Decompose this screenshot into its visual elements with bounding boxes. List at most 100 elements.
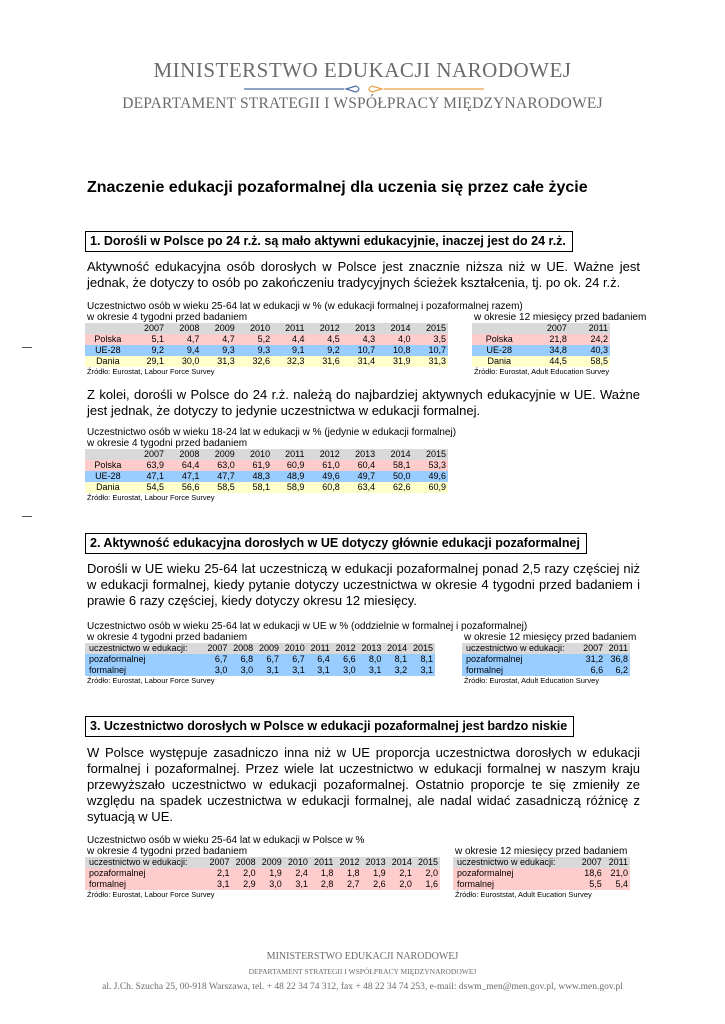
table-source: Źródło: Eurostat, Labour Force Survey: [87, 367, 215, 376]
table-cell: 1,9: [269, 868, 282, 878]
table-cell: 29,1: [146, 356, 164, 366]
table-header-cell: 2008: [179, 323, 200, 333]
table-cell: 8,1: [420, 654, 433, 664]
row-label: UE-28: [95, 345, 121, 355]
row-label: Polska: [94, 334, 122, 344]
table-cell: 31,6: [322, 356, 340, 366]
table-cell: 40,3: [590, 345, 608, 355]
table-header-row: 2007 2008 2009 2010 2011 2012 2013 2014 2015: [85, 449, 448, 460]
table-cell: 10,7: [357, 345, 376, 355]
table-header-cell: 2014: [387, 643, 408, 653]
table-cell: 6,6: [590, 665, 604, 675]
row-label: pozaformalnej: [457, 868, 514, 878]
table-cell: 2,6: [373, 879, 386, 889]
table-header-cell: 2015: [425, 323, 446, 333]
table-cell: 58,9: [286, 482, 305, 492]
row-label: pozaformalnej: [89, 868, 146, 878]
table-caption: Uczestnictwo osób w wieku 25-64 lat w ed…: [87, 301, 523, 312]
table-row: Dania 54,5 56,6 58,5 58,1 58,9 60,8 63,4 62,6 60,…: [85, 482, 448, 493]
table-header-cell: 2010: [287, 857, 308, 867]
table-cell: 6,4: [317, 654, 330, 664]
table-cell: 34,8: [549, 345, 567, 355]
table-cell: 8,1: [394, 654, 408, 664]
table-cell: 31,4: [357, 356, 376, 366]
table-header-cell: 2011: [588, 323, 608, 333]
table-row: UE-28 34,8 40,3: [472, 345, 610, 356]
table-header-cell: 2011: [310, 643, 330, 653]
table-cell: 1,9: [373, 868, 386, 878]
table-cell: 4,7: [222, 334, 235, 344]
table-cell: 58,5: [590, 356, 608, 366]
table-header-row: 2007 2011: [472, 323, 610, 334]
table-header-cell: 2011: [608, 857, 628, 867]
table-cell: 50,0: [393, 471, 411, 481]
table-header-cell: 2014: [391, 857, 412, 867]
table-cell: 60,9: [428, 482, 446, 492]
table-header-cell: 2007: [143, 449, 164, 459]
table-cell: 58,1: [393, 460, 411, 470]
table-source: Źródło: Eurostat, Adult Education Survey: [474, 367, 610, 376]
table-cell: 1,8: [320, 868, 334, 878]
table-cell: 31,3: [428, 356, 446, 366]
table-cell: 64,4: [181, 460, 200, 470]
table-row: Dania 29,1 30,0 31,3 32,6 32,3 31,6 31,4 31,9 31,…: [85, 356, 448, 367]
table-cell: 63,9: [146, 460, 164, 470]
table-row: Polska 63,9 64,4 63,0 61,9 60,9 61,0 60,4 58,1 53…: [85, 460, 448, 471]
table-header-cell: 2009: [258, 643, 279, 653]
table-cell: 6,7: [292, 654, 305, 664]
table-header-cell: 2011: [314, 857, 334, 867]
table-header-cell: 2015: [417, 857, 438, 867]
table-cell: 9,3: [222, 345, 235, 355]
section-1-heading: 1. Dorośli w Polsce po 24 r.ż. są mało a…: [85, 231, 573, 252]
row-label: Polska: [485, 334, 513, 344]
table-cell: 32,3: [286, 356, 305, 366]
table-header-cell: 2013: [361, 643, 382, 653]
table-block: Uczestnictwo osób w wieku 25-64 lat w ed…: [85, 621, 642, 686]
table-cell: 9,2: [151, 345, 164, 355]
table-header-cell: 2010: [250, 449, 271, 459]
table-cell: 49,7: [357, 471, 376, 481]
table-row: Polska 21,8 24,2: [472, 334, 610, 345]
table-cell: 30,0: [181, 356, 200, 366]
table-cell: 5,5: [589, 879, 602, 889]
row-label: pozaformalnej: [89, 654, 146, 664]
table-row: pozaformalnej 31,2 36,8: [462, 654, 630, 665]
table-cell: 6,2: [615, 665, 628, 675]
table-header-cell: [85, 449, 131, 460]
section-1-paragraph: Aktywność edukacyjna osób dorosłych w Po…: [87, 259, 640, 290]
section-3-paragraph: W Polsce występuje zasadniczo inna niż w…: [87, 745, 640, 824]
table-cell: 2,1: [399, 868, 412, 878]
table-cell: 3,1: [292, 665, 305, 675]
table-cell: 4,3: [362, 334, 376, 344]
table-header-cell: 2009: [261, 857, 282, 867]
table-header-row: uczestnictwo w edukacji: 2007 2011: [453, 857, 630, 868]
table-header-cell: 2013: [365, 857, 386, 867]
table-cell: 24,2: [590, 334, 608, 344]
table-cell: 21,0: [610, 868, 628, 878]
table-header-cell: 2012: [339, 857, 360, 867]
row-label: formalnej: [457, 879, 495, 889]
table-cell: 58,1: [252, 482, 271, 492]
table-cell: 3,0: [269, 879, 282, 889]
table-header-cell: 2013: [355, 323, 376, 333]
table-cell: 6,6: [343, 654, 356, 664]
table-eu-formal-nonformal-12m: uczestnictwo w edukacji: 2007 2011 pozaform…: [462, 643, 630, 676]
table-header-cell: 2011: [608, 643, 628, 653]
table-header-cell: 2010: [250, 323, 271, 333]
table-cell: 6,7: [266, 654, 279, 664]
table-cell: 3,0: [343, 665, 356, 675]
table-subtitle: w okresie 12 miesięcy przed badaniem: [474, 312, 647, 323]
table-cell: 48,9: [286, 471, 305, 481]
footer-department: DEPARTAMENT STRATEGII I WSPÓŁPRACY MIĘDZ…: [248, 967, 477, 976]
table-cell: 32,6: [252, 356, 271, 366]
table-header-cell: 2015: [425, 449, 446, 459]
table-block: Uczestnictwo osób w wieku 25-64 lat w ed…: [85, 301, 646, 377]
table-pl-formal-nonformal-12m: uczestnictwo w edukacji: 2007 2011 pozaform…: [453, 857, 630, 890]
table-cell: 56,6: [181, 482, 200, 492]
table-cell: 9,3: [257, 345, 271, 355]
table-row: pozaformalnej 18,6 21,0: [453, 868, 630, 879]
header-ministry: MINISTERSTWO EDUKACJI NARODOWEJ: [153, 58, 572, 82]
table-header-cell: [85, 323, 131, 334]
footer-ministry: MINISTERSTWO EDUKACJI NARODOWEJ: [266, 951, 459, 962]
